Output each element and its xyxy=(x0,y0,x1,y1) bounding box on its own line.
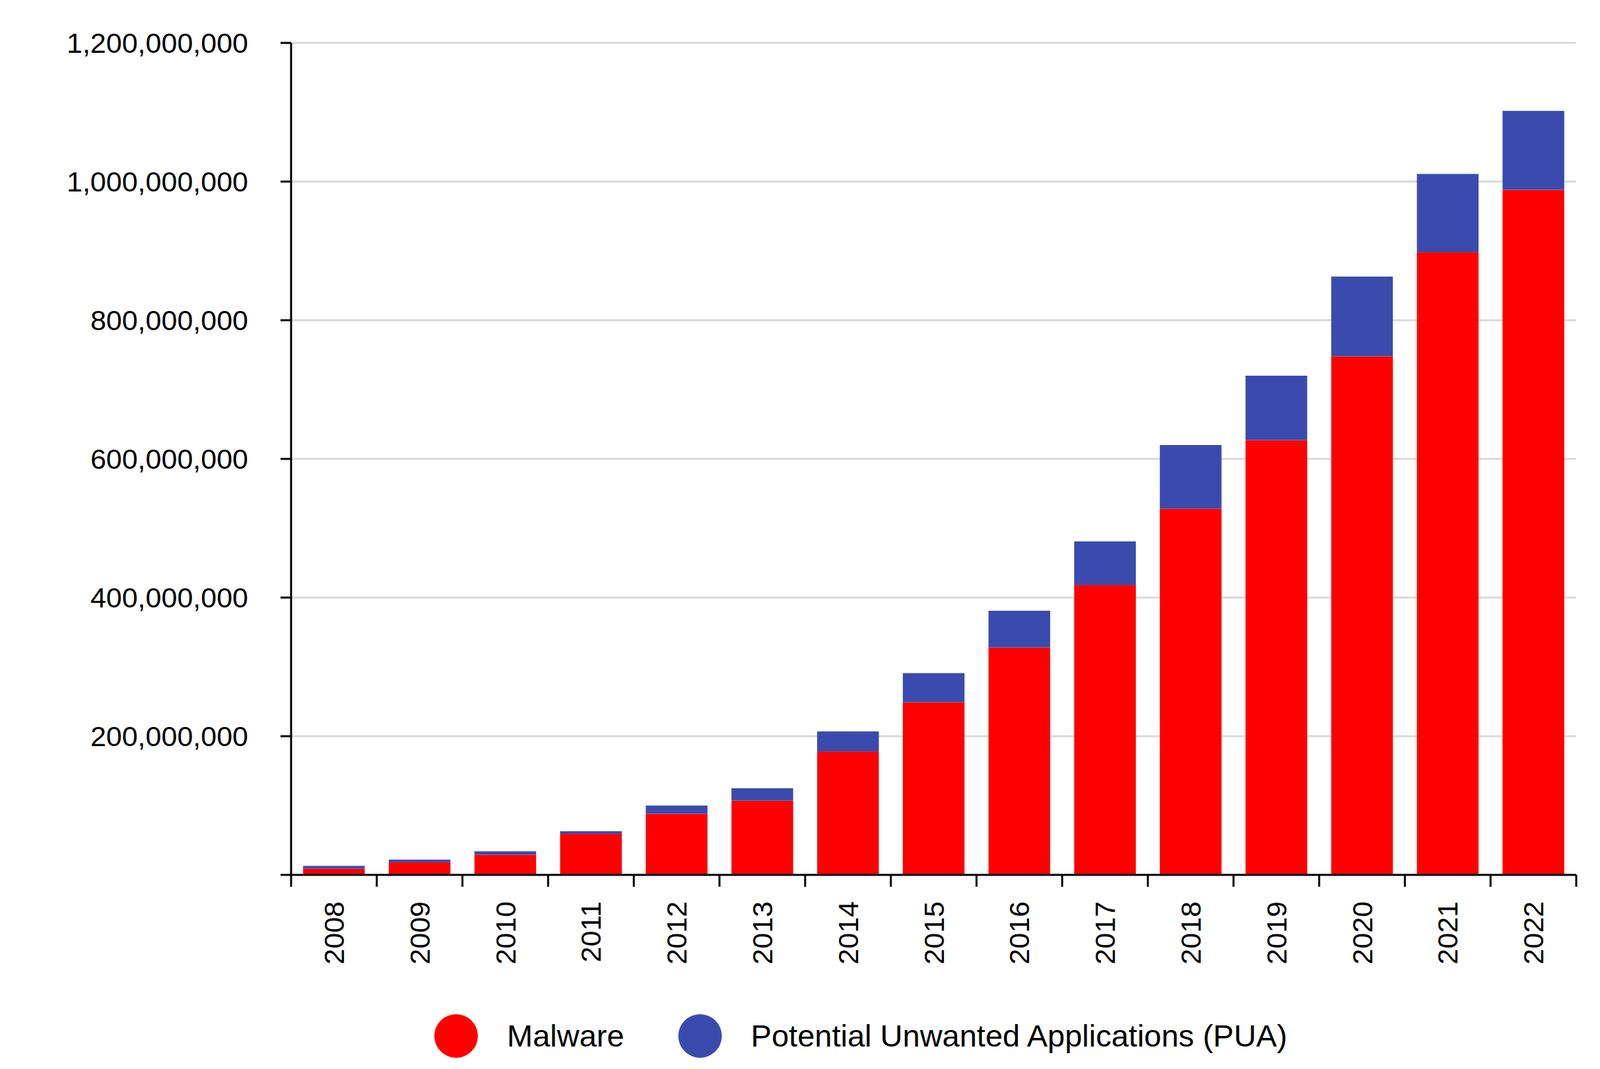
bar-segment xyxy=(988,610,1051,648)
y-tick-label: 800,000,000 xyxy=(90,304,249,336)
x-tick-label: 2014 xyxy=(832,900,865,965)
y-tick xyxy=(280,596,292,599)
y-tick xyxy=(280,319,292,322)
bar-segment xyxy=(560,831,622,834)
bar-segment xyxy=(1417,252,1479,875)
y-tick xyxy=(280,180,292,183)
x-tick xyxy=(633,874,635,887)
x-tick-label: 2009 xyxy=(403,900,436,965)
x-tick-label: 2008 xyxy=(318,900,350,965)
legend-marker xyxy=(678,1013,723,1058)
bar-segment xyxy=(817,751,879,875)
chart: 200,000,000 400,000,000 600,000,000 800,000… xyxy=(0,0,1600,1069)
legend: Malware Potential Unwanted Applications (… xyxy=(434,1013,1288,1058)
x-tick xyxy=(547,874,550,887)
bar-segment xyxy=(1502,190,1564,875)
bar-segment xyxy=(1159,444,1222,509)
x-tick xyxy=(290,874,293,887)
x-tick xyxy=(461,874,464,887)
x-tick xyxy=(1403,874,1406,887)
grid-line xyxy=(291,180,1577,183)
bar-segment xyxy=(1502,110,1564,191)
y-tick xyxy=(280,42,292,45)
bar-segment xyxy=(474,854,536,875)
y-tick xyxy=(280,458,292,461)
bar-segment xyxy=(1331,276,1393,357)
x-tick xyxy=(1489,874,1492,887)
x-tick-label: 2013 xyxy=(746,900,779,965)
bar-segment xyxy=(988,647,1051,875)
bar-segment xyxy=(1073,584,1136,875)
bar-segment xyxy=(1159,508,1222,875)
bar-segment xyxy=(902,702,965,875)
bar-segment xyxy=(388,862,451,875)
x-tick-label: 2010 xyxy=(489,900,522,965)
bar-segment xyxy=(1245,375,1307,441)
x-tick xyxy=(889,874,892,887)
y-tick xyxy=(280,735,292,738)
x-tick xyxy=(375,874,378,887)
x-tick-label: 2020 xyxy=(1346,900,1379,965)
bar-segment xyxy=(645,813,707,875)
legend-marker xyxy=(434,1013,478,1058)
x-tick xyxy=(1318,874,1321,887)
y-tick-label: 600,000,000 xyxy=(90,442,249,475)
x-tick xyxy=(1232,874,1235,887)
bar-segment xyxy=(302,865,365,868)
y-tick-label: 1,200,000,000 xyxy=(66,27,249,59)
bar-segment xyxy=(902,672,965,702)
x-tick-label: 2016 xyxy=(1003,900,1035,965)
bar-segment xyxy=(560,833,622,875)
x-tick-label: 2019 xyxy=(1260,900,1293,965)
x-tick xyxy=(1147,874,1150,887)
bars xyxy=(302,110,1565,875)
bar-segment xyxy=(1073,541,1136,585)
x-tick-label: 2021 xyxy=(1431,900,1464,965)
grid-line xyxy=(291,42,1577,45)
bar-segment xyxy=(474,850,536,855)
y-axis xyxy=(290,42,293,875)
bar-segment xyxy=(1417,173,1479,253)
bar-segment xyxy=(1331,356,1393,875)
x-tick-label: 2015 xyxy=(918,900,950,965)
bar-segment xyxy=(731,788,793,801)
legend-label: Potential Unwanted Applications (PUA) xyxy=(751,1017,1288,1053)
x-tick xyxy=(1061,874,1064,887)
x-tick-label: 2022 xyxy=(1517,900,1550,965)
bar-segment xyxy=(645,805,707,814)
x-tick xyxy=(1575,874,1578,887)
x-tick-label: 2011 xyxy=(574,900,607,962)
bar-segment xyxy=(388,859,451,863)
y-tick-label: 200,000,000 xyxy=(90,720,249,752)
x-axis xyxy=(280,873,1577,876)
x-tick xyxy=(718,874,721,887)
x-tick-label: 2018 xyxy=(1174,900,1207,965)
x-tick xyxy=(803,874,806,887)
y-tick-label: 400,000,000 xyxy=(90,581,249,614)
bar-segment xyxy=(817,731,879,752)
legend-label: Malware xyxy=(506,1017,625,1053)
x-tick-label: 2017 xyxy=(1089,900,1121,965)
bar-segment xyxy=(731,800,793,875)
y-tick-label: 1,000,000,000 xyxy=(66,165,249,198)
x-tick xyxy=(975,874,978,887)
x-tick-label: 2012 xyxy=(660,900,693,965)
bar-segment xyxy=(1245,440,1307,875)
